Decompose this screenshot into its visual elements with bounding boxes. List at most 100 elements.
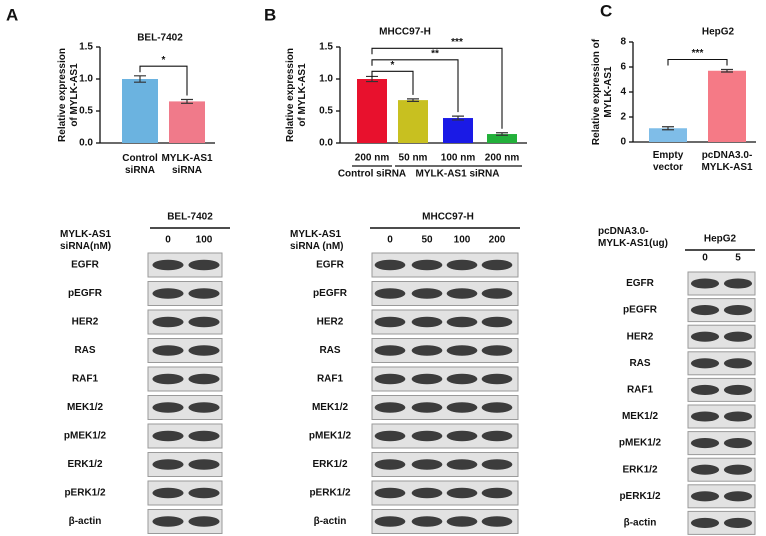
blot-band: [152, 516, 184, 527]
protein-label: pERK1/2: [64, 488, 106, 499]
y-tick-label: 1.5: [79, 42, 93, 53]
lane-label: 0: [702, 253, 708, 264]
blot-band: [374, 516, 406, 527]
protein-label: HER2: [72, 317, 99, 328]
blot-band: [188, 487, 220, 499]
blot-band: [723, 438, 753, 449]
panel-letter: B: [264, 5, 276, 24]
blot-band: [152, 373, 184, 385]
blot-band: [690, 464, 720, 475]
x-tick-label: Control siRNA: [122, 153, 158, 176]
significance-label: ***: [692, 48, 704, 59]
blot-strip: [687, 377, 756, 402]
blot-band: [446, 259, 478, 271]
protein-label: HER2: [317, 317, 344, 328]
blot-band: [411, 288, 443, 299]
protein-label: RAS: [74, 345, 95, 356]
blot-band: [374, 402, 406, 413]
blot-band: [723, 411, 753, 422]
blot-band: [411, 487, 443, 499]
protein-label: MEK1/2: [67, 402, 104, 413]
protein-label: pMEK1/2: [619, 438, 662, 449]
significance-bracket: [667, 58, 728, 66]
lane-label: 0: [165, 235, 171, 246]
y-tick-label: 6: [620, 62, 626, 73]
blot-strip: [687, 431, 756, 456]
protein-label: RAS: [629, 358, 650, 369]
blot-band: [152, 259, 184, 271]
protein-label: MEK1/2: [312, 402, 349, 413]
blot-band: [411, 373, 443, 385]
blot-band: [188, 259, 220, 271]
chart-title: HepG2: [702, 27, 735, 38]
blot-band: [188, 316, 220, 328]
blot-band: [481, 345, 513, 356]
blot-band: [152, 345, 184, 356]
protein-label: MEK1/2: [622, 411, 659, 422]
y-axis-label: Relative expressionof MYLK-AS1: [285, 48, 308, 142]
blot-strip: [687, 324, 756, 349]
bar: [169, 101, 205, 143]
error-bar: [496, 132, 508, 136]
chart-title: BEL-7402: [137, 33, 183, 44]
error-bar: [662, 126, 674, 131]
blot-band: [446, 402, 478, 413]
chart-title: MHCC97-H: [379, 27, 431, 38]
x-tick-label: 100 nm: [441, 153, 476, 164]
blot-band: [411, 459, 443, 470]
significance-bracket: [371, 47, 503, 129]
lane-label: 200: [489, 235, 506, 246]
significance-label: ***: [451, 37, 463, 48]
blot-band: [152, 402, 184, 413]
blot-band: [374, 259, 406, 271]
significance-bracket: [139, 65, 188, 96]
protein-label: pEGFR: [68, 288, 103, 299]
lane-label: 100: [454, 235, 471, 246]
blot-band: [374, 316, 406, 328]
blot-strip: [687, 404, 756, 429]
blot-band: [690, 384, 720, 395]
bar: [487, 134, 517, 143]
y-tick-label: 0.5: [79, 106, 93, 117]
blot-condition: pcDNA3.0-MYLK-AS1(ug): [598, 226, 668, 249]
y-tick-label: 0.0: [79, 138, 93, 149]
blot-strip: [687, 457, 756, 482]
significance-label: *: [162, 55, 166, 66]
blot-band: [152, 459, 184, 470]
blot-band: [481, 430, 513, 442]
y-tick-label: 0.5: [319, 106, 333, 117]
blot-band: [723, 517, 753, 528]
protein-label: RAS: [319, 345, 340, 356]
bar: [398, 100, 428, 143]
significance-label: *: [391, 60, 395, 71]
y-tick-label: 0: [620, 137, 626, 148]
protein-label: β-actin: [624, 518, 657, 529]
x-tick-label: 200 nm: [355, 153, 390, 164]
y-axis-label: Relative expressionof MYLK-AS1: [57, 48, 80, 142]
blot-header: BEL-7402: [167, 212, 213, 223]
blot-band: [411, 516, 443, 527]
blot-strip: [687, 351, 756, 376]
blot-band: [411, 430, 443, 442]
protein-label: ERK1/2: [312, 459, 347, 470]
blot-band: [723, 358, 753, 369]
blot-band: [374, 345, 406, 356]
bar: [443, 118, 473, 143]
blot-band: [446, 288, 478, 299]
blot-band: [690, 411, 720, 422]
blot-band: [446, 459, 478, 470]
error-bar: [452, 115, 464, 121]
blot-band: [374, 487, 406, 499]
bar: [122, 79, 158, 143]
blot-band: [446, 487, 478, 499]
blot-strip: [687, 298, 756, 323]
y-tick-label: 8: [620, 37, 626, 48]
significance-bracket: [371, 70, 414, 95]
x-tick-label: pcDNA3.0-MYLK-AS1: [701, 150, 753, 173]
blot-band: [481, 459, 513, 470]
blot-band: [481, 402, 513, 413]
x-tick-label: MYLK-AS1 siRNA: [161, 153, 213, 176]
protein-label: ERK1/2: [67, 459, 102, 470]
lane-label: 100: [196, 235, 213, 246]
